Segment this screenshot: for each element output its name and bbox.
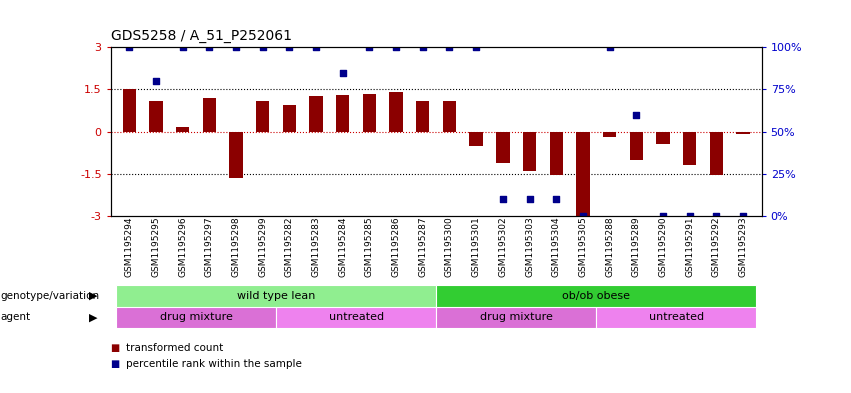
Point — [576, 213, 590, 219]
Text: GSM1195288: GSM1195288 — [605, 216, 614, 277]
Text: ■: ■ — [111, 343, 123, 353]
Bar — [550, 132, 563, 175]
Point — [336, 69, 350, 75]
Text: GSM1195291: GSM1195291 — [685, 216, 694, 277]
Bar — [656, 132, 670, 144]
Point — [656, 213, 670, 219]
Text: GSM1195297: GSM1195297 — [205, 216, 214, 277]
Point — [683, 213, 696, 219]
Text: GSM1195298: GSM1195298 — [231, 216, 241, 277]
Bar — [416, 101, 430, 132]
Text: wild type lean: wild type lean — [237, 291, 315, 301]
Bar — [283, 105, 296, 132]
Point — [603, 44, 616, 50]
Point — [283, 44, 296, 50]
Point — [363, 44, 376, 50]
Bar — [630, 132, 643, 160]
Text: GSM1195303: GSM1195303 — [525, 216, 534, 277]
Point — [176, 44, 190, 50]
Point — [630, 112, 643, 118]
Text: GSM1195292: GSM1195292 — [711, 216, 721, 277]
Point — [443, 44, 456, 50]
Bar — [597, 307, 757, 328]
Bar — [496, 132, 510, 163]
Bar — [736, 132, 750, 134]
Text: GSM1195300: GSM1195300 — [445, 216, 454, 277]
Bar — [149, 101, 163, 132]
Bar — [437, 307, 597, 328]
Bar — [336, 95, 350, 132]
Bar — [470, 132, 483, 146]
Text: GSM1195285: GSM1195285 — [365, 216, 374, 277]
Bar — [276, 307, 437, 328]
Bar — [576, 132, 590, 216]
Text: ▶: ▶ — [89, 291, 98, 301]
Bar — [203, 98, 216, 132]
Point — [389, 44, 403, 50]
Text: untreated: untreated — [328, 312, 384, 322]
Text: GSM1195295: GSM1195295 — [151, 216, 161, 277]
Bar — [230, 132, 243, 178]
Point — [736, 213, 750, 219]
Text: GSM1195284: GSM1195284 — [338, 216, 347, 277]
Text: GDS5258 / A_51_P252061: GDS5258 / A_51_P252061 — [111, 29, 292, 43]
Point — [149, 78, 163, 84]
Text: GSM1195289: GSM1195289 — [631, 216, 641, 277]
Text: GSM1195299: GSM1195299 — [258, 216, 267, 277]
Point — [496, 196, 510, 202]
Text: genotype/variation: genotype/variation — [1, 291, 100, 301]
Text: untreated: untreated — [648, 312, 704, 322]
Text: ▶: ▶ — [89, 312, 98, 322]
Text: ■: ■ — [111, 358, 123, 369]
Text: GSM1195302: GSM1195302 — [499, 216, 507, 277]
Text: GSM1195286: GSM1195286 — [391, 216, 401, 277]
Text: GSM1195294: GSM1195294 — [125, 216, 134, 277]
Text: GSM1195304: GSM1195304 — [551, 216, 561, 277]
Bar — [710, 132, 723, 175]
Point — [229, 44, 243, 50]
Text: percentile rank within the sample: percentile rank within the sample — [126, 358, 302, 369]
Text: GSM1195287: GSM1195287 — [419, 216, 427, 277]
Bar — [363, 94, 376, 132]
Point — [123, 44, 136, 50]
Text: ob/ob obese: ob/ob obese — [563, 291, 631, 301]
Text: GSM1195296: GSM1195296 — [178, 216, 187, 277]
Bar — [310, 96, 323, 132]
Bar — [176, 127, 189, 132]
Bar — [683, 132, 696, 165]
Bar — [443, 101, 456, 132]
Bar — [603, 132, 616, 137]
Bar — [123, 90, 136, 132]
Bar — [256, 101, 270, 132]
Text: GSM1195301: GSM1195301 — [471, 216, 481, 277]
Point — [523, 196, 536, 202]
Bar — [116, 307, 276, 328]
Text: agent: agent — [1, 312, 31, 322]
Text: drug mixture: drug mixture — [480, 312, 552, 322]
Point — [309, 44, 323, 50]
Point — [710, 213, 723, 219]
Bar — [116, 285, 437, 307]
Text: GSM1195293: GSM1195293 — [739, 216, 747, 277]
Point — [550, 196, 563, 202]
Point — [416, 44, 430, 50]
Point — [203, 44, 216, 50]
Text: GSM1195290: GSM1195290 — [659, 216, 667, 277]
Bar — [437, 285, 757, 307]
Bar — [523, 132, 536, 171]
Point — [256, 44, 270, 50]
Text: GSM1195305: GSM1195305 — [579, 216, 587, 277]
Point — [470, 44, 483, 50]
Text: transformed count: transformed count — [126, 343, 223, 353]
Text: GSM1195283: GSM1195283 — [311, 216, 321, 277]
Text: GSM1195282: GSM1195282 — [285, 216, 294, 277]
Bar — [390, 92, 403, 132]
Text: drug mixture: drug mixture — [160, 312, 232, 322]
